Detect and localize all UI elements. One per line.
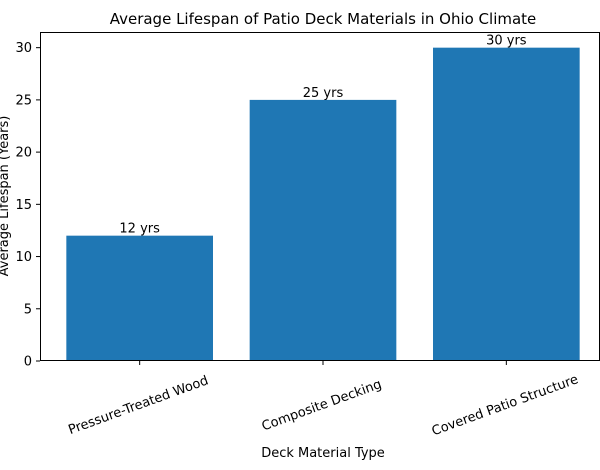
y-tick-label: 30 [15,41,32,56]
chart-title: Average Lifespan of Patio Deck Materials… [110,10,537,28]
y-tick-label: 15 [15,198,32,213]
y-tick-label: 25 [15,93,32,108]
y-ticks: 0 5 10 15 20 25 30 [15,41,40,370]
bar [249,99,397,361]
y-tick-label: 20 [15,146,32,161]
y-axis-label: Average Lifespan (Years) [0,116,12,277]
bar-value-label: 12 yrs [119,222,160,237]
bar-value-label: 30 yrs [486,34,527,49]
bar [433,47,580,362]
bar [66,235,213,361]
y-tick-label: 0 [24,355,32,370]
x-ticks: Pressure-Treated Wood Composite Decking Co… [66,361,580,439]
x-tick-label: Composite Decking [260,377,384,434]
bar-value-label: 25 yrs [303,86,344,101]
x-axis-label: Deck Material Type [261,446,385,461]
y-tick-label: 5 [24,302,32,317]
x-tick-label: Pressure-Treated Wood [66,373,210,438]
y-tick-label: 10 [15,250,32,265]
plot-area: 12 yrs 25 yrs 30 yrs [66,34,580,362]
x-tick-label: Covered Patio Structure [430,372,580,439]
